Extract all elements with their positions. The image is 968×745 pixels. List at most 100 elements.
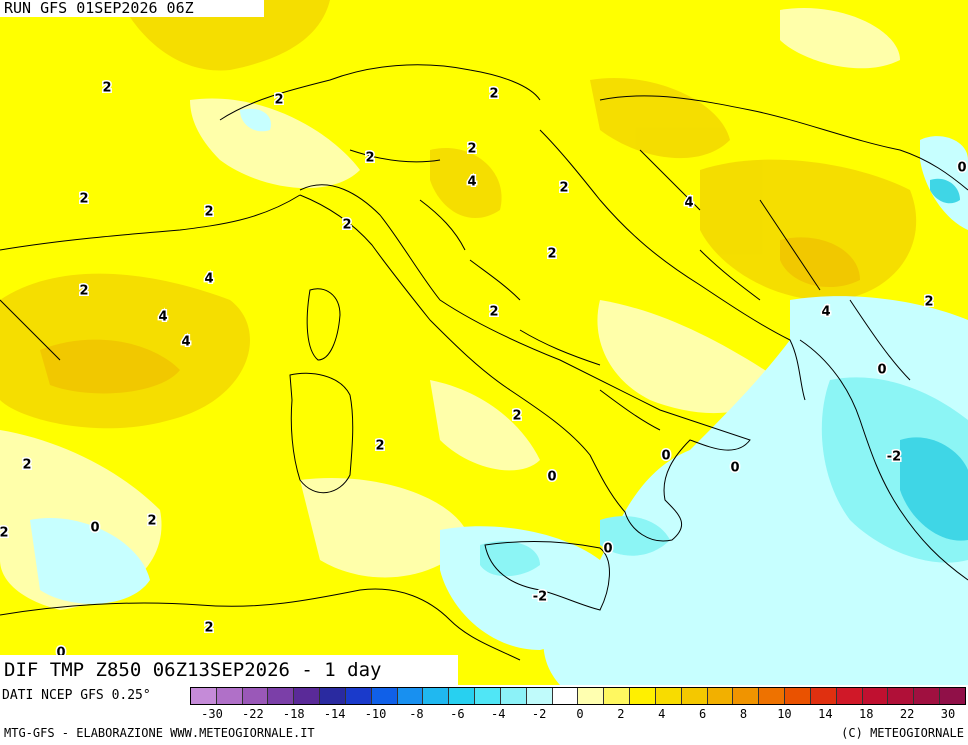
scale-swatch (655, 688, 682, 704)
scale-swatch (371, 688, 398, 704)
contour-value-label: 2 (204, 621, 213, 636)
scale-swatch (397, 688, 424, 704)
scale-swatch (191, 688, 217, 704)
contour-value-label: 2 (342, 218, 351, 233)
pale-patches (0, 8, 900, 610)
scale-swatch (578, 688, 605, 704)
sicily (484, 541, 610, 611)
field-title: DIF TMP Z850 06Z13SEP2026 - 1 day (0, 655, 458, 685)
scale-label: 6 (699, 707, 707, 721)
sardinia (289, 372, 354, 494)
scale-swatch (707, 688, 734, 704)
scale-label: -22 (242, 707, 264, 721)
contour-value-label: 2 (79, 284, 88, 299)
contour-value-label: 2 (489, 305, 498, 320)
scale-label: 10 (777, 707, 792, 721)
contour-value-label: 2 (147, 514, 156, 529)
italy-coast (299, 184, 751, 542)
orange-patches (40, 237, 860, 394)
scale-label: -8 (409, 707, 424, 721)
scale-label: -4 (490, 707, 506, 721)
scale-swatch (888, 688, 915, 704)
scale-swatch (733, 688, 760, 704)
alps-border (219, 64, 541, 121)
scale-label: 2 (617, 707, 625, 721)
contour-value-label: 2 (512, 409, 521, 424)
scale-swatch (500, 688, 527, 704)
contour-value-label: 4 (684, 196, 693, 211)
scale-label: -18 (282, 707, 305, 721)
scale-swatch (785, 688, 811, 704)
run-title: RUN GFS 01SEP2026 06Z (0, 0, 264, 17)
color-scale-bar (190, 687, 966, 705)
scale-swatch (836, 688, 863, 704)
scale-swatch (759, 688, 786, 704)
scale-label: -2 (531, 707, 547, 721)
contour-value-label: 4 (204, 272, 213, 287)
scale-swatch (630, 688, 656, 704)
scale-swatch (423, 688, 450, 704)
scale-swatch (940, 688, 965, 704)
italy-regions (349, 149, 661, 431)
contour-value-label: 2 (102, 81, 111, 96)
contour-value-label: 2 (22, 458, 31, 473)
deep-cold-patches (900, 178, 968, 541)
scale-label: -14 (323, 707, 346, 721)
scale-label: -10 (364, 707, 387, 721)
scale-swatch (681, 688, 708, 704)
greece-coast (799, 339, 968, 581)
scale-swatch (294, 688, 321, 704)
scale-label: 0 (576, 707, 584, 721)
scale-swatch (475, 688, 501, 704)
contour-value-label: 4 (181, 335, 190, 350)
contour-value-label: 2 (547, 247, 556, 262)
legend-panel: DATI NCEP GFS 0.25° -30 -22 -18 -14 -10 -8 -6-… (0, 685, 968, 745)
contour-value-label: -2 (533, 590, 547, 605)
contour-value-label: 0 (603, 542, 612, 557)
contour-value-label: 0 (547, 470, 556, 485)
spain-coast (0, 299, 61, 361)
scale-swatch (268, 688, 295, 704)
map-area: 2 2 2 2 2 4 2 4 0 2 2 2 2 4 2 4 4 2 4 2 0 2 2 0 0 -2 2 0 2 0 2 0 -2 2 0 (0, 0, 968, 685)
scale-swatch (810, 688, 837, 704)
contour-value-label: 2 (204, 205, 213, 220)
scale-label: 18 (858, 707, 874, 721)
credit-left: MTG-GFS - ELABORAZIONE WWW.METEOGIORNALE… (4, 726, 315, 740)
balkans-border (599, 95, 968, 191)
credit-right: (C) METEOGIORNALE (841, 726, 964, 740)
scale-label: 22 (899, 707, 915, 721)
scale-swatch (449, 688, 476, 704)
contour-value-label: 2 (0, 526, 9, 541)
contour-value-label: 0 (661, 449, 670, 464)
contour-value-label: 0 (877, 363, 886, 378)
corsica (306, 288, 341, 361)
scale-swatch (242, 688, 269, 704)
scale-swatch (526, 688, 553, 704)
color-scale-labels: -30 -22 -18 -14 -10 -8 -6 -4 -2 0 2 4 6 8 10 14 18 22 30 (190, 707, 966, 723)
scale-label: -6 (450, 707, 465, 721)
contour-value-label: 2 (924, 295, 933, 310)
scale-swatch (862, 688, 889, 704)
contour-value-label: 2 (375, 439, 384, 454)
adriatic-coast-east (539, 129, 806, 401)
scale-swatch (552, 688, 579, 704)
scale-label: 8 (739, 707, 748, 721)
scale-swatch (320, 688, 346, 704)
scale-label: 30 (940, 707, 956, 721)
contour-value-label: -2 (887, 450, 901, 465)
france-coast (0, 194, 301, 251)
contour-value-label: 0 (957, 161, 966, 176)
contour-value-label: 0 (90, 521, 99, 536)
contour-value-label: 2 (274, 93, 283, 108)
scale-swatch (345, 688, 372, 704)
contour-value-label: 4 (158, 310, 167, 325)
contour-value-label: 2 (467, 142, 476, 157)
balkan-internal (639, 149, 911, 381)
contour-value-label: 4 (821, 305, 830, 320)
north-africa-coast (0, 588, 521, 661)
scale-label: 4 (658, 707, 666, 721)
contour-value-label: 0 (730, 461, 739, 476)
scale-label: 14 (818, 707, 833, 721)
scale-label: -30 (201, 707, 223, 721)
borders (0, 64, 968, 661)
